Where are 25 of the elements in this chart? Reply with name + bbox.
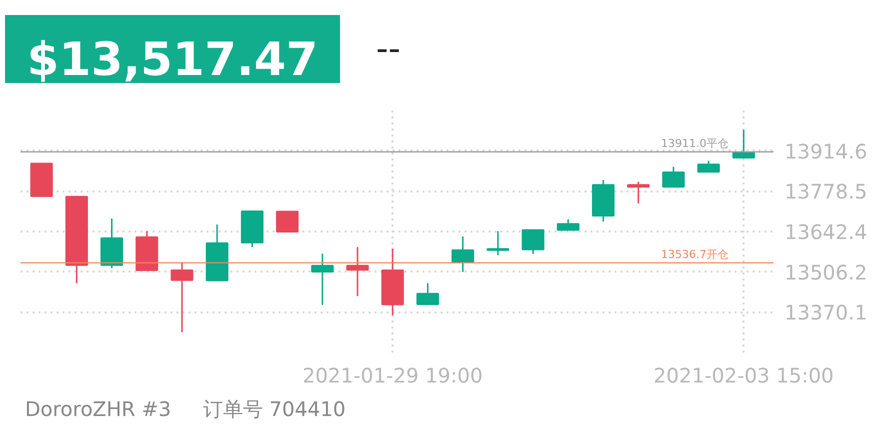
x-tick-label: 2021-02-03 15:00 bbox=[654, 364, 834, 388]
candlestick bbox=[276, 210, 299, 232]
y-tick-label: 13778.5 bbox=[784, 180, 868, 204]
text: DororoZHR #3 订单号 704410 bbox=[25, 396, 346, 423]
y-tick-label: 13370.1 bbox=[784, 300, 868, 325]
ref-line-label: 13911.0平仓 bbox=[661, 136, 729, 150]
chart-title: $13,517.47 bbox=[5, 15, 340, 86]
y-tick-label: 13642.4 bbox=[784, 220, 868, 244]
candlestick bbox=[416, 282, 439, 305]
candlestick bbox=[732, 129, 755, 159]
candlestick bbox=[486, 230, 510, 256]
candlestick bbox=[556, 218, 580, 231]
chart-subtitle: -- bbox=[376, 28, 401, 71]
candlestick bbox=[311, 252, 334, 306]
candlestick bbox=[697, 160, 720, 173]
y-tick-label: 13914.6 bbox=[784, 139, 868, 164]
x-tick-label: 2021-01-29 19:00 bbox=[302, 364, 483, 388]
candlestick bbox=[662, 166, 685, 188]
candlestick bbox=[522, 229, 544, 255]
y-tick-label: 13506.2 bbox=[784, 260, 868, 284]
candlestick bbox=[627, 181, 650, 204]
candlestick bbox=[452, 236, 474, 273]
candlestick bbox=[170, 261, 194, 333]
ref-line-label: 13536.7开仓 bbox=[661, 248, 729, 261]
candlestick bbox=[346, 246, 369, 297]
